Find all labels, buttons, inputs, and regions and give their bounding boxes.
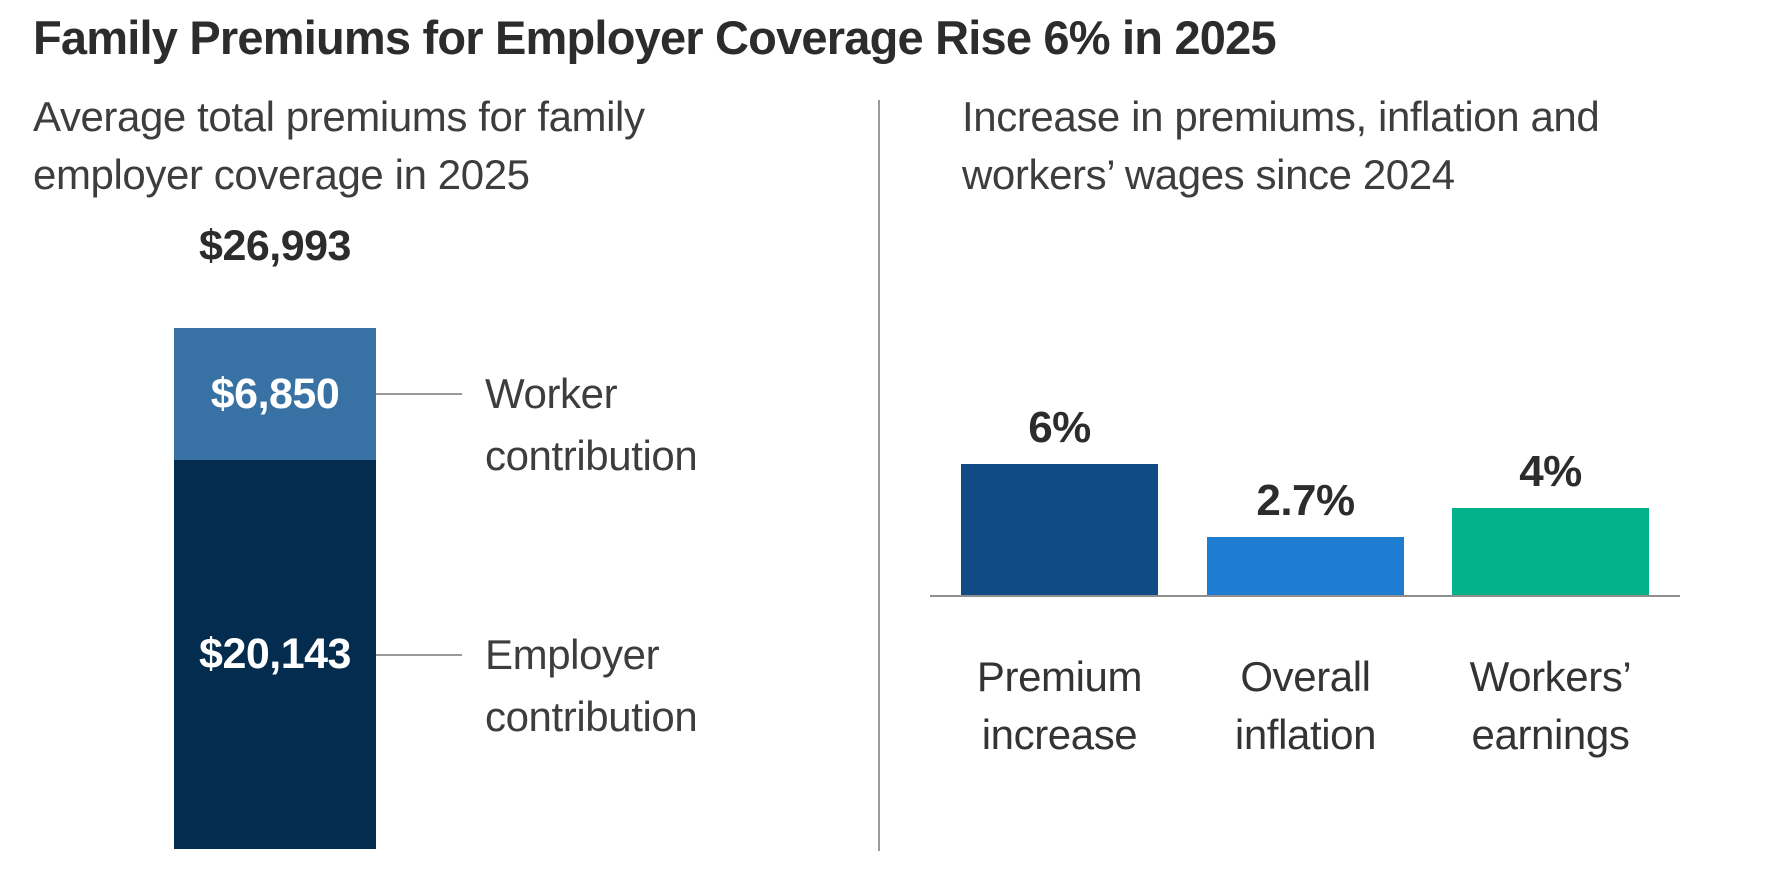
employer-connector-line (376, 653, 462, 656)
worker-contribution-label: Worker contribution (485, 370, 698, 480)
workers-earnings-bar (1452, 508, 1649, 596)
premium-increase-value-label: 6% (1028, 403, 1091, 452)
total-premium-label: $26,993 (199, 222, 351, 270)
employer-contribution-value: $20,143 (199, 630, 351, 679)
overall-inflation-value-label: 2.7% (1256, 475, 1355, 525)
category-label-overall-inflation: Overall inflation (1234, 653, 1377, 758)
worker-contribution-bar-segment: $6,850 (174, 328, 376, 461)
right-chart-subtitle: Increase in premiums, inflation and work… (962, 93, 1600, 198)
left-chart-subtitle: Average total premiums for family employ… (33, 93, 645, 198)
employer-contribution-label: Employer contribution (485, 630, 698, 740)
workers-earnings-value-label: 4% (1519, 447, 1582, 496)
overall-inflation-bar (1207, 536, 1404, 596)
category-label-workers-earnings: Workers’ earnings (1469, 653, 1632, 758)
category-label-premium-increase: Premium increase (976, 653, 1143, 758)
worker-contribution-value: $6,850 (210, 369, 340, 418)
employer-contribution-bar-segment: $20,143 (174, 460, 376, 849)
premium-increase-bar (961, 464, 1158, 596)
worker-connector-line (376, 393, 462, 396)
page-title: Family Premiums for Employer Coverage Ri… (33, 11, 1277, 64)
x-axis-line (930, 595, 1680, 597)
section-divider (878, 100, 880, 851)
